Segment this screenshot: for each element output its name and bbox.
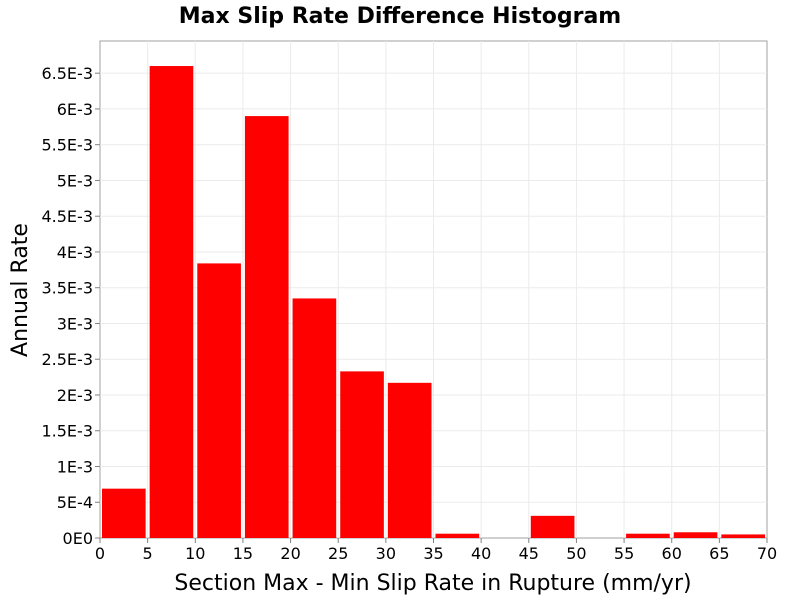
x-tick-label-7: 35 (423, 544, 443, 563)
y-tick-label-5: 2.5E-3 (41, 350, 93, 369)
bars (102, 66, 765, 538)
x-tick-label-6: 30 (376, 544, 396, 563)
bar-6 (387, 382, 432, 538)
x-tick-label-11: 55 (614, 544, 634, 563)
x-tick-label-0: 0 (95, 544, 105, 563)
y-tick-label-6: 3E-3 (57, 314, 93, 333)
grid-lines (100, 41, 767, 538)
y-tick-label-1: 5E-4 (57, 493, 93, 512)
y-tick-label-8: 4E-3 (57, 243, 93, 262)
x-tick-label-12: 60 (662, 544, 682, 563)
y-axis-label: Annual Rate (8, 223, 33, 357)
x-tick-label-9: 45 (519, 544, 539, 563)
y-tick-label-9: 4.5E-3 (41, 207, 93, 226)
y-tick-label-0: 0E0 (63, 529, 93, 548)
x-tick-label-5: 25 (328, 544, 348, 563)
x-tick-label-1: 5 (143, 544, 153, 563)
bar-2 (197, 263, 241, 538)
x-axis-label: Section Max - Min Slip Rate in Rupture (… (174, 571, 691, 596)
bar-5 (340, 371, 384, 538)
y-tick-label-7: 3.5E-3 (41, 279, 93, 298)
bar-4 (292, 298, 337, 538)
bar-0 (102, 488, 146, 538)
bar-7 (435, 533, 480, 538)
bar-1 (149, 66, 194, 538)
x-tick-label-8: 40 (471, 544, 491, 563)
x-tick-label-3: 15 (233, 544, 253, 563)
x-tick-label-2: 10 (185, 544, 205, 563)
x-tick-label-13: 65 (709, 544, 729, 563)
bar-12 (673, 532, 718, 538)
bar-11 (626, 533, 670, 538)
y-tick-label-3: 1.5E-3 (41, 422, 93, 441)
y-tick-label-11: 5.5E-3 (41, 136, 93, 155)
y-tick-label-12: 6E-3 (57, 100, 93, 119)
y-tick-label-10: 5E-3 (57, 171, 93, 190)
bar-3 (244, 116, 289, 538)
y-tick-label-13: 6.5E-3 (41, 64, 93, 83)
x-tick-label-4: 20 (280, 544, 300, 563)
y-tick-label-2: 1E-3 (57, 457, 93, 476)
bar-13 (721, 534, 765, 538)
chart-title: Max Slip Rate Difference Histogram (179, 4, 621, 29)
x-tick-label-10: 50 (566, 544, 586, 563)
bar-9 (530, 515, 575, 538)
y-axis-ticks: 0E0 5E-4 1E-3 1.5E-3 2E-3 2.5E-3 3E-3 3.5E-3 4E-… (41, 64, 100, 548)
x-tick-label-14: 70 (757, 544, 777, 563)
x-axis-ticks: 0 5 10 15 20 25 30 35 40 45 50 55 60 65 70 (95, 538, 777, 563)
y-tick-label-4: 2E-3 (57, 386, 93, 405)
